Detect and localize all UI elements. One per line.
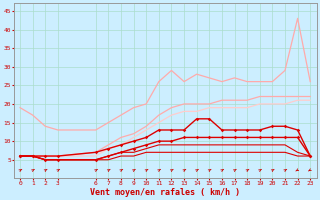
X-axis label: Vent moyen/en rafales ( km/h ): Vent moyen/en rafales ( km/h ) <box>90 188 240 197</box>
